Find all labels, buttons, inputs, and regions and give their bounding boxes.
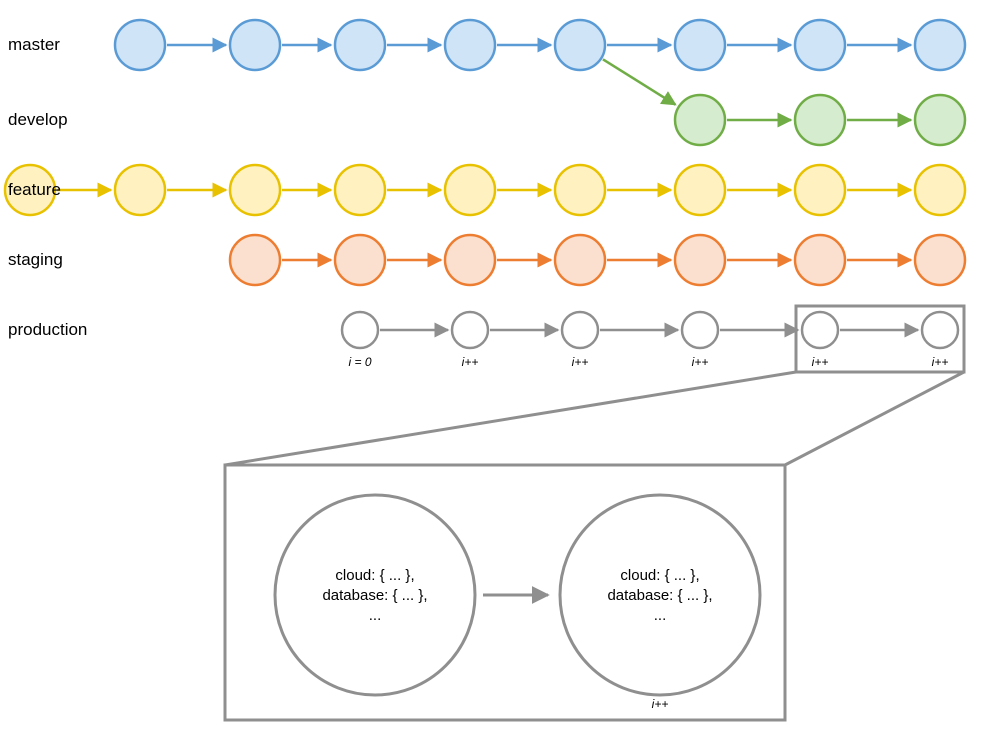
node-production — [802, 312, 838, 348]
zoom-node-right-line: ... — [654, 607, 667, 624]
node-master — [915, 20, 965, 70]
node-master — [230, 20, 280, 70]
node-staging — [795, 235, 845, 285]
node-production — [922, 312, 958, 348]
node-staging — [335, 235, 385, 285]
zoom-node-right-line: cloud: { ... }, — [620, 567, 699, 584]
zoom-node-left-line: ... — [369, 607, 382, 624]
node-master — [555, 20, 605, 70]
node-staging — [555, 235, 605, 285]
label-develop: develop — [8, 110, 68, 129]
zoom-connector — [225, 372, 796, 465]
node-production — [562, 312, 598, 348]
label-staging: staging — [8, 250, 63, 269]
zoom-node-left-line: database: { ... }, — [322, 587, 427, 604]
label-master: master — [8, 35, 60, 54]
iter-label: i = 0 — [348, 355, 371, 369]
zoom-node-left-line: cloud: { ... }, — [335, 567, 414, 584]
node-develop — [795, 95, 845, 145]
node-production — [452, 312, 488, 348]
label-production: production — [8, 320, 87, 339]
node-feature — [445, 165, 495, 215]
node-staging — [675, 235, 725, 285]
node-master — [335, 20, 385, 70]
zoom-connector — [785, 372, 964, 465]
iter-label: i++ — [932, 355, 949, 369]
node-staging — [915, 235, 965, 285]
iter-label: i++ — [572, 355, 589, 369]
node-production — [682, 312, 718, 348]
node-feature — [555, 165, 605, 215]
node-production — [342, 312, 378, 348]
edge-develop — [603, 59, 676, 104]
iter-label: i++ — [692, 355, 709, 369]
node-master — [795, 20, 845, 70]
iter-label: i++ — [812, 355, 829, 369]
node-feature — [675, 165, 725, 215]
node-staging — [230, 235, 280, 285]
node-develop — [675, 95, 725, 145]
node-master — [445, 20, 495, 70]
zoom-iter-label: i++ — [652, 697, 669, 711]
node-feature — [230, 165, 280, 215]
node-feature — [795, 165, 845, 215]
label-feature: feature — [8, 180, 61, 199]
node-feature — [115, 165, 165, 215]
node-feature — [915, 165, 965, 215]
node-master — [675, 20, 725, 70]
node-develop — [915, 95, 965, 145]
iter-label: i++ — [462, 355, 479, 369]
node-master — [115, 20, 165, 70]
node-staging — [445, 235, 495, 285]
node-feature — [335, 165, 385, 215]
branch-diagram: master develop feature staging production i =… — [0, 0, 992, 739]
zoom-node-right-line: database: { ... }, — [607, 587, 712, 604]
